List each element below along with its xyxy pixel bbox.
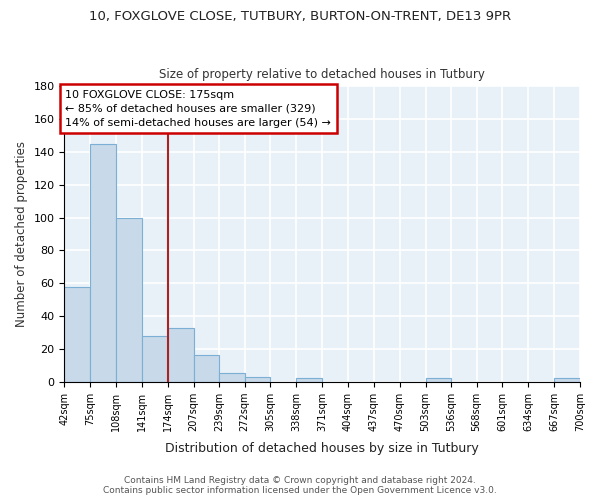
- Bar: [64, 286, 90, 382]
- Text: 10, FOXGLOVE CLOSE, TUTBURY, BURTON-ON-TRENT, DE13 9PR: 10, FOXGLOVE CLOSE, TUTBURY, BURTON-ON-T…: [89, 10, 511, 23]
- Text: 10 FOXGLOVE CLOSE: 175sqm
← 85% of detached houses are smaller (329)
14% of semi: 10 FOXGLOVE CLOSE: 175sqm ← 85% of detac…: [65, 90, 331, 128]
- Bar: [219, 374, 245, 382]
- X-axis label: Distribution of detached houses by size in Tutbury: Distribution of detached houses by size …: [166, 442, 479, 455]
- Bar: [90, 144, 116, 382]
- Bar: [425, 378, 451, 382]
- Title: Size of property relative to detached houses in Tutbury: Size of property relative to detached ho…: [159, 68, 485, 81]
- Bar: [245, 376, 271, 382]
- Y-axis label: Number of detached properties: Number of detached properties: [15, 141, 28, 327]
- Bar: [296, 378, 322, 382]
- Bar: [194, 356, 219, 382]
- Bar: [142, 336, 168, 382]
- Bar: [554, 378, 580, 382]
- Bar: [116, 218, 142, 382]
- Text: Contains HM Land Registry data © Crown copyright and database right 2024.
Contai: Contains HM Land Registry data © Crown c…: [103, 476, 497, 495]
- Bar: [168, 328, 194, 382]
